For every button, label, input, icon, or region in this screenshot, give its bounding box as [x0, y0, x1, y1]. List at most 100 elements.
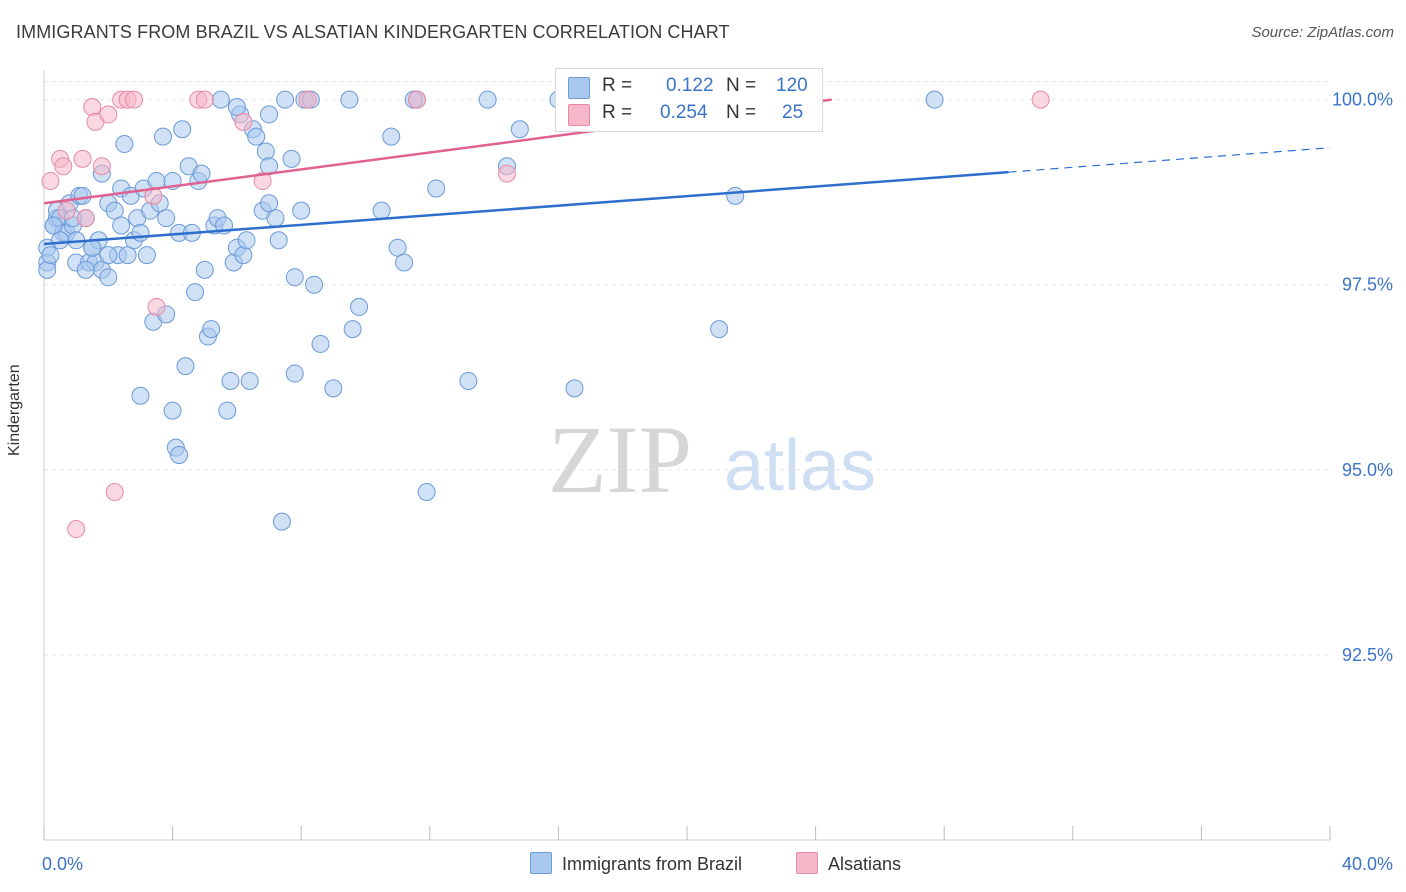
alsatian-point — [54, 157, 73, 176]
brazil-point — [131, 386, 150, 405]
alsatian-point — [67, 520, 86, 539]
brazil-point — [118, 246, 137, 265]
brazil-point — [427, 179, 446, 198]
alsatian-point — [147, 297, 166, 316]
brazil-point — [218, 401, 237, 420]
brazil-point — [726, 186, 745, 205]
brazil-legend-swatch — [530, 852, 552, 874]
brazil-point — [99, 268, 118, 287]
series-alsatian-points — [41, 90, 1050, 539]
brazil-point — [256, 142, 275, 161]
brazil-point — [153, 127, 172, 146]
r-label: R = — [602, 102, 633, 123]
alsatian-point — [253, 172, 272, 191]
y-tick-label: 97.5% — [1342, 275, 1393, 295]
brazil-point — [925, 90, 944, 109]
alsatian-point — [57, 201, 76, 220]
n-value-brazil: 120 — [776, 75, 808, 96]
brazil-point — [260, 105, 279, 124]
x-tick-label-min: 0.0% — [42, 854, 83, 874]
brazil-point — [41, 246, 60, 265]
stats-legend: R = 0.122 N = 120 R = 0.254 N = 25 — [555, 68, 823, 132]
brazil-point — [157, 209, 176, 228]
brazil-point — [565, 379, 584, 398]
brazil-point — [343, 320, 362, 339]
brazil-point — [137, 246, 156, 265]
alsatian-point — [497, 164, 516, 183]
axes — [43, 70, 1331, 841]
gridlines — [44, 81, 1330, 656]
brazil-point — [44, 216, 63, 235]
brazil-point — [176, 357, 195, 376]
brazil-point — [227, 98, 246, 117]
alsatian-point — [99, 105, 118, 124]
alsatian-point — [125, 90, 144, 109]
brazil-point — [292, 201, 311, 220]
brazil-point — [395, 253, 414, 272]
brazil-swatch — [568, 77, 590, 99]
chart-title: IMMIGRANTS FROM BRAZIL VS ALSATIAN KINDE… — [16, 22, 730, 42]
brazil-point — [105, 201, 124, 220]
brazil-point — [340, 90, 359, 109]
brazil-point — [311, 334, 330, 353]
r-value-brazil: 0.122 — [666, 75, 714, 96]
brazil-point — [324, 379, 343, 398]
brazil-point — [247, 127, 266, 146]
r-label: R = — [602, 75, 633, 96]
brazil-point — [272, 512, 291, 531]
alsatian-legend-swatch — [796, 852, 818, 874]
brazil-point — [269, 231, 288, 250]
alsatian-point — [105, 483, 124, 502]
source-label: Source: ZipAtlas.com — [1251, 24, 1394, 41]
brazil-point — [459, 371, 478, 390]
brazil-point — [478, 90, 497, 109]
watermark-zip: ZIP — [548, 406, 692, 513]
brazil-point — [285, 364, 304, 383]
brazil-point — [115, 135, 134, 154]
legend-item-brazil: Immigrants from Brazil — [530, 852, 742, 875]
brazil-point — [417, 483, 436, 502]
brazil-point — [282, 149, 301, 168]
brazil-point — [186, 283, 205, 302]
alsatian-point — [144, 186, 163, 205]
alsatian-point — [76, 209, 95, 228]
brazil-point — [173, 120, 192, 139]
brazil-point — [99, 246, 118, 265]
brazil-point — [710, 320, 729, 339]
brazil-point — [170, 446, 189, 464]
brazil-point — [234, 246, 253, 265]
alsatian-point — [83, 98, 102, 117]
alsatian-point — [234, 112, 253, 131]
brazil-trend-line — [43, 170, 1009, 246]
watermark-atlas: atlas — [724, 426, 876, 506]
brazil-point — [202, 320, 221, 339]
brazil-point — [51, 231, 70, 250]
legend-item-alsatians: Alsatians — [796, 852, 901, 875]
y-tick-label: 100.0% — [1332, 90, 1393, 110]
brazil-point — [211, 90, 230, 109]
brazil-point — [76, 260, 95, 279]
brazil-point — [350, 297, 369, 316]
brazil-point — [131, 223, 150, 242]
brazil-point — [38, 260, 57, 279]
brazil-point — [163, 401, 182, 420]
n-value-alsatians: 25 — [782, 102, 804, 123]
alsatian-point — [92, 157, 111, 176]
tick-labels: 100.0% 97.5% 95.0% 92.5% 0.0% 40.0% — [42, 90, 1393, 874]
brazil-point — [240, 371, 259, 390]
brazil-point — [73, 186, 92, 205]
brazil-point — [285, 268, 304, 287]
brazil-point — [237, 231, 256, 250]
brazil-point — [260, 194, 279, 213]
alsatian-swatch — [568, 104, 590, 126]
brazil-point — [388, 238, 407, 257]
brazil-trend-extension — [1008, 147, 1331, 173]
brazil-legend-label: Immigrants from Brazil — [562, 854, 743, 874]
brazil-point — [195, 260, 214, 279]
brazil-point — [276, 90, 295, 109]
alsatian-point — [1031, 90, 1050, 109]
x-tick-label-max: 40.0% — [1342, 854, 1393, 874]
brazil-point — [192, 164, 211, 183]
brazil-point — [305, 275, 324, 294]
